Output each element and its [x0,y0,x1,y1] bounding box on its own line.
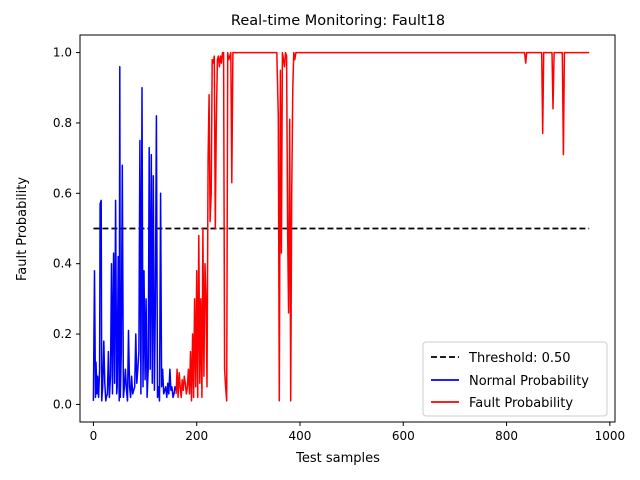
x-tick-label: 200 [185,429,208,443]
x-tick-label: 0 [90,429,98,443]
legend: Threshold: 0.50 Normal Probability Fault… [422,341,608,417]
y-tick-label: 0.2 [53,327,72,341]
x-tick-label: 1000 [595,429,626,443]
y-tick-label: 0.0 [53,397,72,411]
normal-probability-line [92,65,177,402]
x-axis-label: Test samples [295,451,380,466]
legend-normal-label: Normal Probability [469,374,589,389]
legend-fault-label: Fault Probability [469,396,573,411]
y-tick-label: 0.8 [53,116,72,130]
x-ticks: 0 200 400 600 800 1000 [90,422,626,443]
legend-box [422,341,608,417]
y-tick-label: 1.0 [53,46,72,60]
x-tick-label: 400 [289,429,312,443]
y-tick-label: 0.6 [53,186,72,200]
x-tick-label: 800 [495,429,518,443]
x-tick-label: 600 [392,429,415,443]
legend-threshold-label: Threshold: 0.50 [468,351,571,366]
chart-title: Real-time Monitoring: Fault18 [231,13,445,29]
y-axis-label: Fault Probability [15,177,30,281]
y-ticks: 0.0 0.2 0.4 0.6 0.8 1.0 [53,46,80,411]
plot-frame [79,34,616,423]
y-tick-label: 0.4 [53,257,72,271]
plot-series [92,51,590,402]
fault-probability-line [175,51,590,402]
